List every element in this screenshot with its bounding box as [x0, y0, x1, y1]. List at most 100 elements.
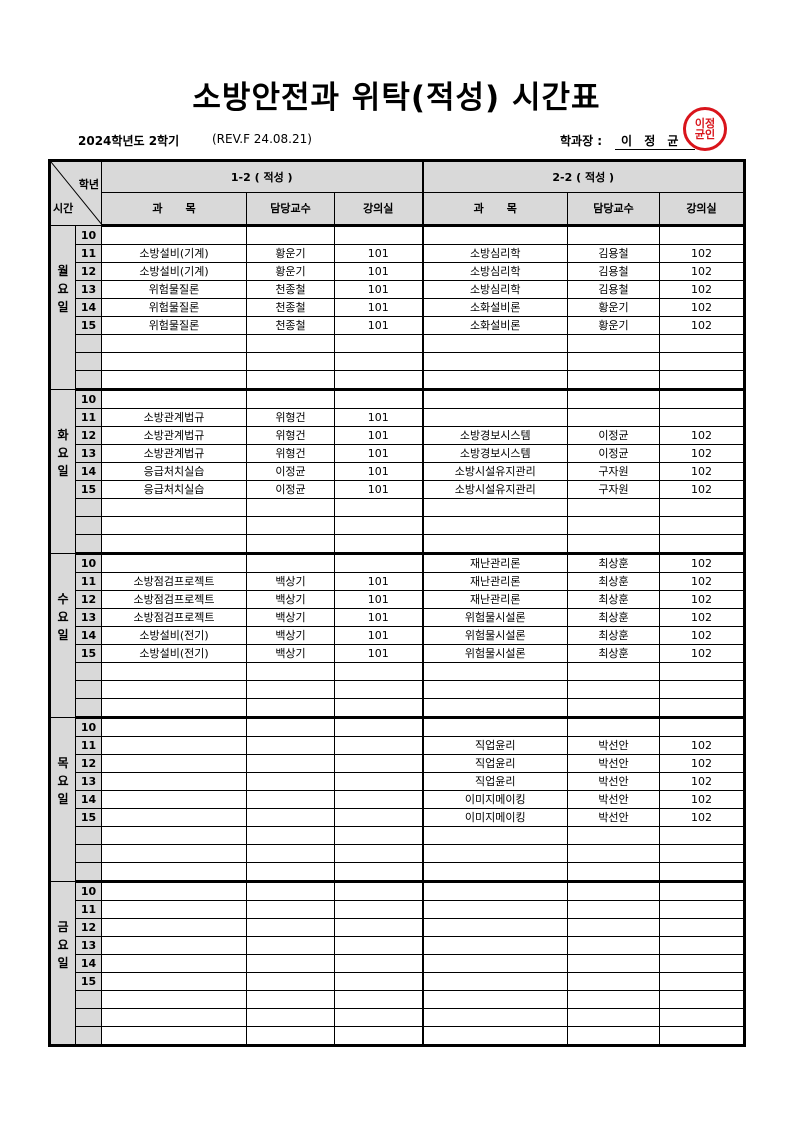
- room-cell: 102: [659, 772, 745, 791]
- room-cell: 101: [334, 626, 423, 645]
- day-cell: 수요일: [49, 553, 76, 718]
- professor-cell: [567, 862, 660, 883]
- professor-cell: 백상기: [246, 608, 335, 627]
- period-cell: 11: [75, 408, 102, 427]
- room-cell: [659, 900, 745, 919]
- professor-cell: [567, 936, 660, 955]
- subject-cell: [101, 790, 247, 809]
- professor-cell: [567, 990, 660, 1009]
- period-cell: 13: [75, 772, 102, 791]
- table-row: 14 소방설비(전기) 백상기 101 위험물시설론 최상훈 102: [50, 626, 745, 645]
- room-cell: 101: [334, 444, 423, 463]
- period-cell: [75, 334, 102, 353]
- room-cell: [659, 408, 745, 427]
- subject-cell: 소방시설유지관리: [421, 480, 568, 499]
- professor-cell: [567, 1008, 660, 1027]
- professor-cell: [246, 844, 335, 863]
- subject-cell: [101, 844, 247, 863]
- subject-cell: [421, 389, 568, 409]
- room-cell: 102: [659, 754, 745, 773]
- period-cell: [75, 844, 102, 863]
- room-cell: [659, 389, 745, 409]
- period-cell: 13: [75, 444, 102, 463]
- subject-cell: 소방점검프로젝트: [101, 590, 247, 609]
- subject-cell: [421, 844, 568, 863]
- room-cell: 101: [334, 426, 423, 445]
- table-row: 15 위험물질론 천종철 101 소화설비론 황운기 102: [50, 316, 745, 335]
- room-cell: [334, 936, 423, 955]
- subject-cell: 응급처치실습: [101, 480, 247, 499]
- subject-cell: 소방심리학: [421, 262, 568, 281]
- room-cell: [334, 498, 423, 517]
- professor-cell: [246, 662, 335, 681]
- room-cell: 102: [659, 553, 745, 573]
- room-cell: 102: [659, 244, 745, 263]
- subject-cell: 직업윤리: [421, 754, 568, 773]
- period-cell: [75, 990, 102, 1009]
- subject-cell: [101, 662, 247, 681]
- period-cell: [75, 498, 102, 517]
- room-cell: 101: [334, 280, 423, 299]
- subject-cell: [421, 972, 568, 991]
- professor-cell: 김용철: [567, 244, 660, 263]
- professor-cell: 백상기: [246, 644, 335, 663]
- subject-cell: [101, 881, 247, 901]
- day-cell: 목요일: [49, 717, 76, 882]
- professor-cell: [246, 900, 335, 919]
- subject-cell: 재난관리론: [421, 572, 568, 591]
- subject-cell: 소방경보시스템: [421, 444, 568, 463]
- professor-cell: 천종철: [246, 316, 335, 335]
- corner-time-label: 시간: [53, 202, 74, 215]
- professor-cell: 최상훈: [567, 608, 660, 627]
- subject-cell: [421, 826, 568, 845]
- room-cell: 102: [659, 808, 745, 827]
- room-cell: 102: [659, 572, 745, 591]
- period-cell: 13: [75, 608, 102, 627]
- subject-cell: 위험물시설론: [421, 608, 568, 627]
- room-cell: [334, 1026, 423, 1047]
- professor-cell: 박선안: [567, 790, 660, 809]
- subject-cell: [421, 918, 568, 937]
- column-header-subject: 과 목: [421, 192, 568, 227]
- table-row: [50, 516, 745, 535]
- professor-cell: [567, 1026, 660, 1047]
- professor-cell: [567, 516, 660, 535]
- subject-cell: [101, 826, 247, 845]
- room-cell: [334, 918, 423, 937]
- room-cell: [659, 662, 745, 681]
- room-cell: 102: [659, 426, 745, 445]
- period-cell: 10: [75, 717, 102, 737]
- subject-cell: 재난관리론: [421, 553, 568, 573]
- column-header-subject: 과 목: [101, 192, 247, 227]
- table-row: [50, 844, 745, 863]
- subject-cell: [101, 534, 247, 555]
- subject-cell: [421, 862, 568, 883]
- subject-cell: 소방점검프로젝트: [101, 608, 247, 627]
- table-row: [50, 826, 745, 845]
- subject-cell: [421, 498, 568, 517]
- subject-cell: 소방점검프로젝트: [101, 572, 247, 591]
- table-row: 15 응급처치실습 이정균 101 소방시설유지관리 구자원 102: [50, 480, 745, 499]
- professor-cell: 백상기: [246, 590, 335, 609]
- period-cell: 15: [75, 316, 102, 335]
- room-cell: [659, 717, 745, 737]
- subject-cell: 응급처치실습: [101, 462, 247, 481]
- room-cell: [334, 225, 423, 245]
- room-cell: [334, 1008, 423, 1027]
- professor-cell: [246, 516, 335, 535]
- table-row: 13 위험물질론 천종철 101 소방심리학 김용철 102: [50, 280, 745, 299]
- subject-cell: [421, 680, 568, 699]
- period-cell: 14: [75, 298, 102, 317]
- subject-cell: [421, 1026, 568, 1047]
- table-row: [50, 862, 745, 883]
- professor-cell: 이정균: [246, 462, 335, 481]
- table-row: [50, 1008, 745, 1027]
- professor-cell: 최상훈: [567, 553, 660, 573]
- table-row: 화요일 10: [49, 389, 745, 554]
- subject-cell: 위험물질론: [101, 316, 247, 335]
- professor-cell: [567, 389, 660, 409]
- professor-cell: 위형건: [246, 444, 335, 463]
- period-cell: [75, 1026, 102, 1047]
- room-cell: [659, 680, 745, 699]
- period-cell: [75, 826, 102, 845]
